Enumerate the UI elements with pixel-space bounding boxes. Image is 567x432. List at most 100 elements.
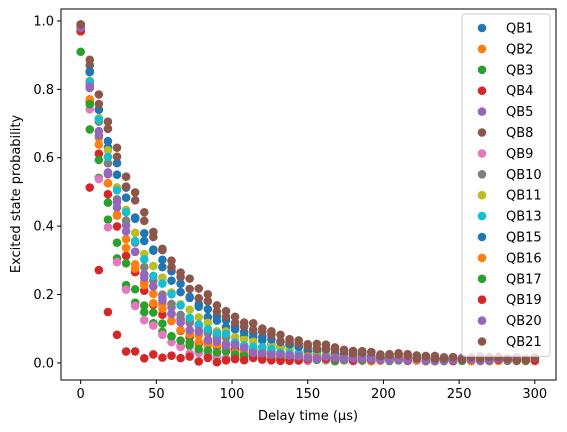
point-QB20-32: [367, 354, 376, 363]
point-QB17-5: [121, 258, 131, 268]
legend-label-QB19: QB19: [506, 293, 542, 308]
point-QB15-4: [112, 158, 122, 168]
legend-marker-QB2: [477, 44, 487, 54]
point-QB13-6: [130, 236, 140, 246]
point-QB11-13: [194, 312, 204, 322]
point-QB2-5: [121, 234, 131, 244]
point-QB8-3: [103, 117, 113, 127]
legend-label-QB20: QB20: [506, 314, 542, 329]
point-QB21-33: [376, 351, 385, 361]
point-QB1-4: [112, 170, 122, 179]
point-QB21-29: [339, 346, 349, 356]
point-QB4-9: [158, 310, 167, 320]
point-QB11-12: [185, 305, 194, 314]
point-QB13-4: [112, 185, 122, 195]
point-QB1-7: [139, 236, 149, 246]
legend-marker-QB10: [477, 170, 487, 179]
point-QB8-6: [130, 188, 140, 197]
point-QB20-25: [303, 353, 313, 362]
point-QB20-27: [321, 352, 331, 362]
point-QB16-11: [176, 325, 185, 335]
point-QB21-32: [367, 347, 376, 357]
x-tick-label: 0: [77, 387, 85, 402]
point-QB1-10: [167, 276, 176, 285]
point-QB9-11: [176, 342, 185, 352]
point-QB11-9: [158, 273, 167, 282]
point-QB20-23: [285, 351, 294, 360]
point-QB17-10: [167, 331, 176, 341]
point-QB21-34: [385, 350, 394, 359]
point-QB21-16: [221, 312, 231, 322]
point-QB19-11: [176, 353, 185, 363]
point-QB15-1: [85, 67, 95, 76]
point-QB20-22: [276, 350, 285, 359]
x-tick-label: 250: [447, 387, 472, 402]
point-QB19-5: [121, 347, 131, 356]
point-QB16-2: [94, 140, 104, 149]
point-QB15-9: [158, 255, 167, 265]
point-QB16-4: [112, 211, 122, 221]
point-QB21-37: [412, 353, 422, 363]
point-QB21-40: [439, 354, 449, 363]
point-QB9-6: [130, 301, 140, 311]
y-tick-label: 0.4: [33, 220, 54, 235]
point-QB21-38: [421, 352, 431, 361]
point-QB20-2: [94, 130, 104, 140]
point-QB1-9: [158, 262, 167, 272]
point-QB20-20: [258, 349, 267, 358]
point-QB19-14: [203, 353, 213, 363]
point-QB19-13: [194, 357, 204, 366]
series-QB21: [76, 20, 540, 365]
point-QB21-21: [267, 330, 276, 339]
point-QB13-8: [149, 271, 158, 281]
point-QB21-24: [294, 339, 303, 348]
legend-box: [461, 13, 551, 357]
point-QB10-5: [121, 216, 131, 225]
point-QB8-14: [203, 289, 213, 299]
point-QB17-7: [139, 301, 149, 310]
point-QB21-26: [312, 344, 322, 353]
point-QB10-7: [139, 262, 149, 272]
point-QB21-27: [321, 344, 331, 354]
point-QB20-8: [149, 282, 158, 291]
plot-frame: [60, 8, 557, 381]
point-QB20-13: [194, 326, 204, 336]
legend-marker-QB19: [477, 295, 487, 305]
legend-marker-QB4: [477, 86, 487, 95]
point-QB21-25: [303, 342, 313, 351]
point-QB21-13: [194, 293, 204, 303]
point-QB19-1: [85, 183, 95, 192]
legend-label-QB15: QB15: [506, 231, 542, 246]
point-QB20-29: [339, 354, 349, 364]
point-QB13-19: [248, 342, 258, 352]
point-QB17-4: [112, 238, 122, 247]
legend-marker-QB21: [477, 337, 487, 346]
point-QB16-13: [194, 337, 204, 347]
point-QB21-14: [203, 296, 213, 306]
point-QB13-10: [167, 289, 176, 299]
point-QB17-11: [176, 336, 185, 345]
point-QB9-7: [139, 315, 149, 325]
point-QB11-8: [149, 261, 158, 271]
legend-marker-QB13: [477, 211, 487, 221]
point-QB19-2: [94, 265, 104, 275]
y-tick-label: 0.2: [33, 288, 54, 303]
point-QB20-12: [185, 325, 194, 335]
point-QB21-7: [139, 216, 149, 226]
legend-marker-QB5: [477, 107, 487, 116]
point-QB20-11: [176, 318, 185, 327]
point-QB8-4: [112, 143, 122, 153]
point-QB13-11: [176, 301, 185, 310]
point-QB4-2: [94, 149, 104, 158]
point-QB15-11: [176, 279, 185, 288]
point-QB17-6: [130, 284, 140, 294]
legend-label-QB3: QB3: [506, 63, 533, 78]
point-QB13-20: [258, 343, 267, 352]
point-QB21-10: [167, 262, 176, 272]
point-QB21-15: [212, 307, 222, 316]
point-QB13-5: [121, 207, 131, 217]
point-QB16-10: [167, 316, 176, 326]
point-QB17-15: [212, 347, 222, 357]
point-QB13-15: [212, 329, 222, 338]
x-tick-label: 300: [522, 387, 547, 402]
